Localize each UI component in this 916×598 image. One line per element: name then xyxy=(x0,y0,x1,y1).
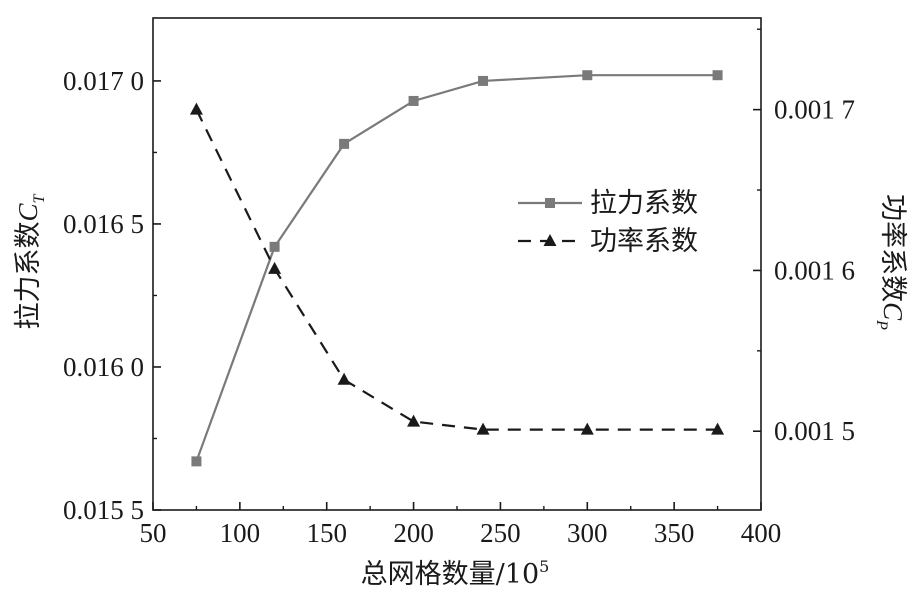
x-axis-title-exponent: 5 xyxy=(539,557,549,576)
data-point-square xyxy=(270,242,280,252)
x-tick-label: 400 xyxy=(741,518,782,548)
legend-label: 功率系数 xyxy=(590,226,698,257)
data-point-triangle xyxy=(190,103,203,115)
series-layer xyxy=(190,70,724,466)
x-tick-label: 200 xyxy=(393,518,434,548)
left-y-tick-label: 0.017 0 xyxy=(63,66,144,96)
right-y-axis-title-text: 功率系数 xyxy=(877,194,908,302)
x-tick-label: 150 xyxy=(306,518,347,548)
data-point-square xyxy=(409,96,419,106)
right-y-tick-label: 0.001 6 xyxy=(774,255,855,285)
legend-label: 拉力系数 xyxy=(590,188,698,219)
x-tick-label: 250 xyxy=(480,518,521,548)
data-point-triangle xyxy=(407,415,420,427)
data-point-square xyxy=(478,76,488,86)
right-y-axis-title: 功率系数CP xyxy=(873,194,908,330)
x-tick-label: 300 xyxy=(567,518,608,548)
series-power-coefficient xyxy=(190,103,724,435)
data-point-triangle xyxy=(338,373,351,385)
left-y-tick-label: 0.016 5 xyxy=(63,209,144,239)
right-y-axis-title-symbol: C xyxy=(878,302,908,321)
plot-frame xyxy=(153,18,761,510)
legend-item: 拉力系数 xyxy=(518,188,698,219)
right-y-tick-label: 0.001 7 xyxy=(774,95,855,125)
left-y-tick-label: 0.015 5 xyxy=(63,495,144,525)
x-axis-title-text: 总网格数量/10 xyxy=(361,559,539,590)
x-tick-label: 100 xyxy=(220,518,261,548)
left-y-axis-title: 拉力系数CT xyxy=(13,193,48,329)
left-y-axis-title-text: 拉力系数 xyxy=(13,221,44,329)
data-point-square xyxy=(713,70,723,80)
data-point-triangle xyxy=(268,262,281,274)
data-point-square xyxy=(582,70,592,80)
data-point-square xyxy=(339,139,349,149)
left-y-axis-title-subscript: T xyxy=(31,193,48,203)
right-y-tick-label: 0.001 5 xyxy=(774,416,855,446)
left-y-axis-title-symbol: C xyxy=(13,202,43,221)
x-tick-label: 350 xyxy=(654,518,695,548)
legend-item: 功率系数 xyxy=(518,226,698,257)
x-axis-title: 总网格数量/105 xyxy=(361,557,550,590)
data-point-square xyxy=(191,456,201,466)
right-y-axis-title-subscript: P xyxy=(873,319,890,330)
left-y-tick-label: 0.016 0 xyxy=(63,352,144,382)
legend-marker-square xyxy=(545,198,555,208)
